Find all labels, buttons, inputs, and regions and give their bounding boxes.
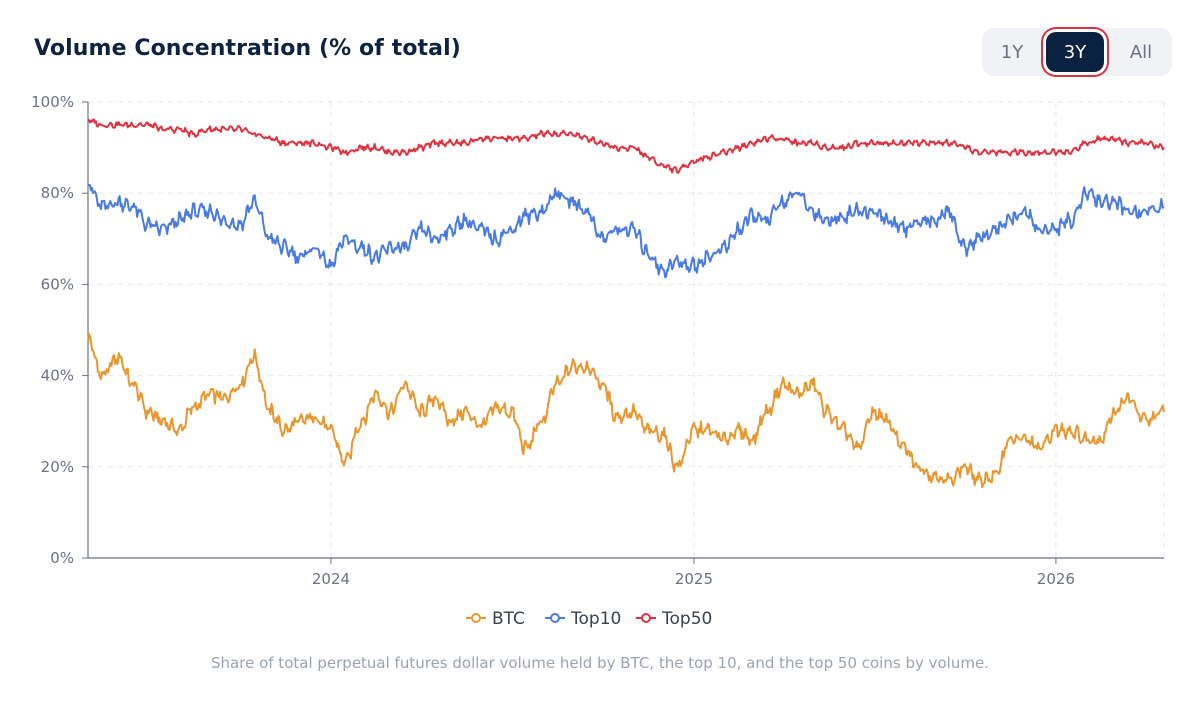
- legend-marker-top10: [550, 613, 560, 623]
- series-line-top50: [87, 118, 1165, 174]
- series-line-top10: [87, 183, 1165, 279]
- x-tick-label: 2025: [675, 570, 713, 588]
- time-range-toggle: 1Y 3Y All: [982, 28, 1172, 76]
- legend-label-top10: Top10: [570, 609, 621, 629]
- range-button-all[interactable]: All: [1129, 41, 1153, 63]
- range-button-1y[interactable]: 1Y: [1000, 41, 1024, 63]
- y-tick-label: 60%: [41, 275, 74, 293]
- x-tick-label: 2024: [312, 570, 350, 588]
- y-tick-label: 80%: [41, 184, 74, 202]
- y-tick-label: 100%: [31, 93, 74, 111]
- y-tick-label: 0%: [50, 549, 74, 567]
- y-tick-label: 20%: [41, 458, 74, 476]
- legend-label-btc: BTC: [492, 609, 525, 629]
- x-tick-label: 2026: [1037, 570, 1075, 588]
- series-line-btc: [87, 333, 1165, 489]
- legend-marker-btc: [471, 613, 481, 623]
- range-button-3y[interactable]: 3Y: [1046, 32, 1104, 72]
- legend-label-top50: Top50: [661, 609, 712, 629]
- chart-caption: Share of total perpetual futures dollar …: [211, 654, 989, 672]
- y-tick-label: 40%: [41, 367, 74, 385]
- legend-marker-top50: [641, 613, 651, 623]
- chart-title: Volume Concentration (% of total): [34, 36, 461, 61]
